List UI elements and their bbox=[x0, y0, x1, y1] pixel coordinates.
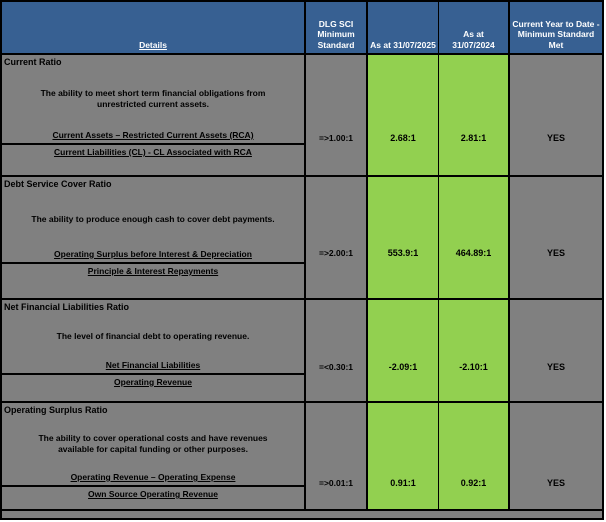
operating-surplus-value-2025: 0.91:1 bbox=[368, 403, 439, 511]
value-2025: 0.91:1 bbox=[390, 478, 416, 488]
ratio-denominator: Operating Revenue bbox=[2, 375, 304, 401]
ratio-denominator: Principle & Interest Repayments bbox=[2, 264, 304, 298]
value-2024: 0.92:1 bbox=[460, 478, 487, 488]
standard-met-value: YES bbox=[546, 133, 565, 143]
value-2025: 553.9:1 bbox=[387, 248, 419, 258]
operating-surplus-minimum-standard: =>0.01:1 bbox=[306, 403, 368, 511]
section-description: The ability to cover operational costs a… bbox=[38, 432, 268, 454]
header-details-label: Details bbox=[139, 39, 167, 50]
debt-service-minimum-standard: =>2.00:1 bbox=[306, 177, 368, 300]
net-financial-value-2024: -2.10:1 bbox=[439, 300, 510, 403]
minimum-standard-value: =>1.00:1 bbox=[318, 133, 354, 143]
value-2025: 2.68:1 bbox=[390, 133, 416, 143]
standard-met-value: YES bbox=[546, 478, 565, 488]
header-minimum-standard: DLG SCI Minimum Standard bbox=[306, 2, 368, 55]
ratio-numerator-label: Operating Surplus before Interest & Depr… bbox=[54, 249, 252, 259]
section-title: Debt Service Cover Ratio bbox=[4, 179, 112, 189]
debt-service-value-2024: 464.89:1 bbox=[439, 177, 510, 300]
net-financial-value-2025: -2.09:1 bbox=[368, 300, 439, 403]
section-title: Current Ratio bbox=[4, 57, 62, 67]
header-as-at-2024-label: As at 31/07/2024 bbox=[452, 29, 495, 50]
ratio-denominator-label: Principle & Interest Repayments bbox=[87, 266, 219, 276]
current-ratio-value-2025: 2.68:1 bbox=[368, 55, 439, 177]
header-as-at-2025: As at 31/07/2025 bbox=[368, 2, 439, 55]
ratio-denominator: Current Liabilities (CL) - CL Associated… bbox=[2, 145, 304, 175]
ratio-denominator: Own Source Operating Revenue bbox=[2, 487, 304, 509]
section-description: The level of financial debt to operating… bbox=[56, 330, 250, 341]
ratio-numerator-label: Current Assets – Restricted Current Asse… bbox=[52, 130, 254, 140]
debt-service-value-2025: 553.9:1 bbox=[368, 177, 439, 300]
minimum-standard-value: =>0.01:1 bbox=[318, 478, 354, 488]
value-2024: 464.89:1 bbox=[455, 248, 492, 258]
header-standard-met: Current Year to Date -Minimum Standard M… bbox=[510, 2, 602, 55]
header-standard-met-label: Current Year to Date -Minimum Standard M… bbox=[512, 18, 600, 50]
header-details: Details bbox=[2, 2, 306, 55]
standard-met-value: YES bbox=[546, 362, 565, 372]
section-description: The ability to meet short term financial… bbox=[40, 87, 266, 109]
header-as-at-2025-label: As at 31/07/2025 bbox=[370, 39, 436, 50]
header-minimum-standard-label: DLG SCI Minimum Standard bbox=[317, 18, 355, 50]
minimum-standard-value: =>2.00:1 bbox=[318, 248, 354, 258]
standard-met-value: YES bbox=[546, 248, 565, 258]
net-financial-standard-met: YES bbox=[510, 300, 602, 403]
ratio-numerator-label: Operating Revenue – Operating Expense bbox=[70, 472, 236, 482]
ratio-denominator-label: Operating Revenue bbox=[114, 377, 192, 387]
section-debt-service-cover-ratio-details: Debt Service Cover Ratio The ability to … bbox=[2, 177, 306, 300]
current-ratio-minimum-standard: =>1.00:1 bbox=[306, 55, 368, 177]
net-financial-minimum-standard: =<0.30:1 bbox=[306, 300, 368, 403]
section-title: Operating Surplus Ratio bbox=[4, 405, 108, 415]
value-2025: -2.09:1 bbox=[388, 362, 418, 372]
value-2024: 2.81:1 bbox=[460, 133, 487, 143]
current-ratio-value-2024: 2.81:1 bbox=[439, 55, 510, 177]
ratio-denominator-label: Own Source Operating Revenue bbox=[88, 489, 218, 499]
ratio-numerator: Operating Surplus before Interest & Depr… bbox=[2, 249, 304, 264]
section-net-financial-liabilities-details: Net Financial Liabilities Ratio The leve… bbox=[2, 300, 306, 403]
minimum-standard-value: =<0.30:1 bbox=[318, 362, 354, 372]
operating-surplus-value-2024: 0.92:1 bbox=[439, 403, 510, 511]
ratio-numerator: Operating Revenue – Operating Expense bbox=[2, 472, 304, 487]
ratio-numerator-label: Net Financial Liabilities bbox=[105, 360, 201, 370]
operating-surplus-standard-met: YES bbox=[510, 403, 602, 511]
debt-service-standard-met: YES bbox=[510, 177, 602, 300]
section-current-ratio-details: Current Ratio The ability to meet short … bbox=[2, 55, 306, 177]
header-as-at-2024: As at 31/07/2024 bbox=[439, 2, 510, 55]
section-operating-surplus-details: Operating Surplus Ratio The ability to c… bbox=[2, 403, 306, 511]
current-ratio-standard-met: YES bbox=[510, 55, 602, 177]
ratio-denominator-label: Current Liabilities (CL) - CL Associated… bbox=[54, 147, 252, 157]
ratio-numerator: Current Assets – Restricted Current Asse… bbox=[2, 130, 304, 145]
section-description: The ability to produce enough cash to co… bbox=[31, 213, 275, 224]
table-bottom-strip bbox=[2, 511, 602, 518]
value-2024: -2.10:1 bbox=[459, 362, 488, 372]
ratio-numerator: Net Financial Liabilities bbox=[2, 360, 304, 375]
section-title: Net Financial Liabilities Ratio bbox=[4, 302, 130, 312]
